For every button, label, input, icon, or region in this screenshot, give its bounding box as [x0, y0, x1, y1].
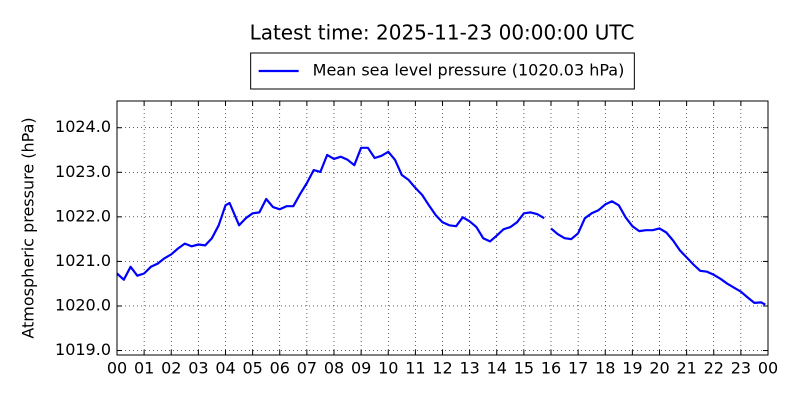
x-tick-label: 11 — [405, 359, 425, 378]
x-tick-label: 01 — [134, 359, 154, 378]
data-line — [116, 146, 766, 306]
legend-label: Mean sea level pressure (1020.03 hPa) — [313, 61, 625, 80]
x-tick-label: 21 — [676, 359, 696, 378]
chart-title: Latest time: 2025-11-23 00:00:00 UTC — [250, 21, 635, 45]
x-tick-label: 07 — [297, 359, 317, 378]
x-tick-label: 18 — [595, 359, 615, 378]
x-tick-label: 17 — [568, 359, 588, 378]
x-tick-label: 06 — [270, 359, 290, 378]
y-tick-label: 1019.0 — [55, 340, 111, 359]
x-tick-label: 14 — [487, 359, 507, 378]
x-tick-label: 08 — [324, 359, 344, 378]
x-tick-label: 05 — [242, 359, 262, 378]
plot-frame — [116, 100, 769, 356]
legend: Mean sea level pressure (1020.03 hPa) — [250, 52, 635, 90]
y-tick-label: 1022.0 — [55, 206, 111, 225]
y-axis-label: Atmospheric pressure (hPa) — [19, 117, 38, 338]
x-tick-label: 19 — [622, 359, 642, 378]
x-tick-label: 10 — [378, 359, 398, 378]
y-tick-label: 1023.0 — [55, 162, 111, 181]
x-tick-label: 03 — [188, 359, 208, 378]
y-tick-label: 1021.0 — [55, 251, 111, 270]
x-tick-label: 16 — [541, 359, 561, 378]
x-tick-label: 22 — [704, 359, 724, 378]
legend-box — [250, 52, 635, 90]
x-tick-label: 13 — [459, 359, 479, 378]
x-tick-label: 00 — [758, 359, 778, 378]
x-tick-label: 12 — [432, 359, 452, 378]
y-tick-label: 1024.0 — [55, 117, 111, 136]
x-tick-label: 20 — [649, 359, 669, 378]
x-tick-label: 09 — [351, 359, 371, 378]
x-tick-label: 15 — [514, 359, 534, 378]
x-tick-label: 02 — [161, 359, 181, 378]
x-tick-label: 04 — [215, 359, 235, 378]
y-tick-label: 1020.0 — [55, 295, 111, 314]
x-tick-label: 00 — [107, 359, 127, 378]
x-tick-label: 23 — [731, 359, 751, 378]
